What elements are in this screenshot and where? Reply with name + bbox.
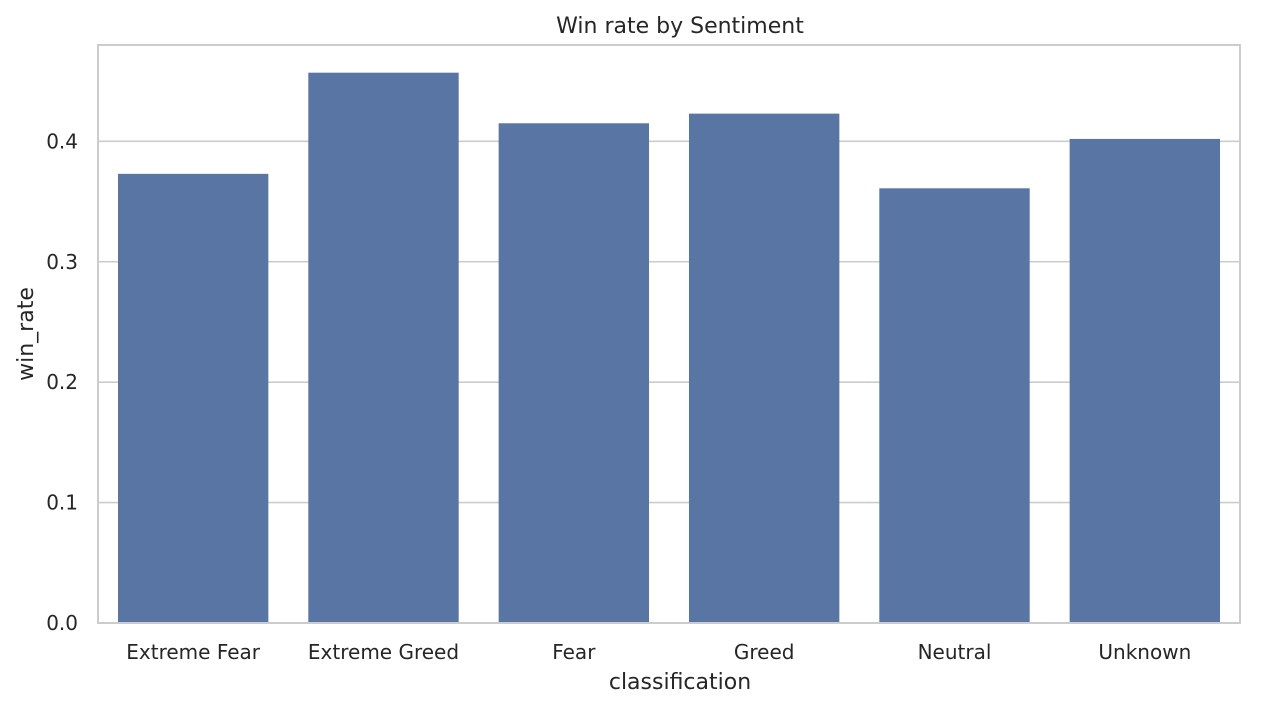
y-tick-label: 0.4 xyxy=(46,129,78,153)
x-tick-label: Extreme Fear xyxy=(126,640,261,664)
bar-neutral xyxy=(879,188,1030,623)
x-tick-label: Fear xyxy=(552,640,596,664)
x-tick-label: Unknown xyxy=(1098,640,1191,664)
x-tick-label: Extreme Greed xyxy=(308,640,459,664)
y-tick-label: 0.0 xyxy=(46,611,78,635)
x-tick-label: Greed xyxy=(734,640,795,664)
x-axis-label: classification xyxy=(609,670,751,695)
y-axis-label: win_rate xyxy=(14,287,39,381)
bar-greed xyxy=(688,113,840,623)
x-tick-label: Neutral xyxy=(918,640,992,664)
bars xyxy=(117,72,1221,624)
bar-fear xyxy=(498,123,650,623)
chart-title: Win rate by Sentiment xyxy=(556,14,804,39)
bar-extreme-greed xyxy=(308,72,459,624)
bar-extreme-fear xyxy=(117,173,269,624)
plot-frame xyxy=(97,44,1241,624)
x-tick-labels: Extreme Fear Extreme Greed Fear Greed Neutra… xyxy=(126,640,1191,664)
gridlines xyxy=(98,140,1240,624)
y-tick-labels: 0.0 0.1 0.2 0.3 0.4 xyxy=(46,129,78,635)
y-tick-label: 0.3 xyxy=(46,250,78,274)
y-tick-label: 0.2 xyxy=(46,370,78,394)
y-tick-label: 0.1 xyxy=(46,491,78,515)
bar-unknown xyxy=(1069,138,1221,624)
